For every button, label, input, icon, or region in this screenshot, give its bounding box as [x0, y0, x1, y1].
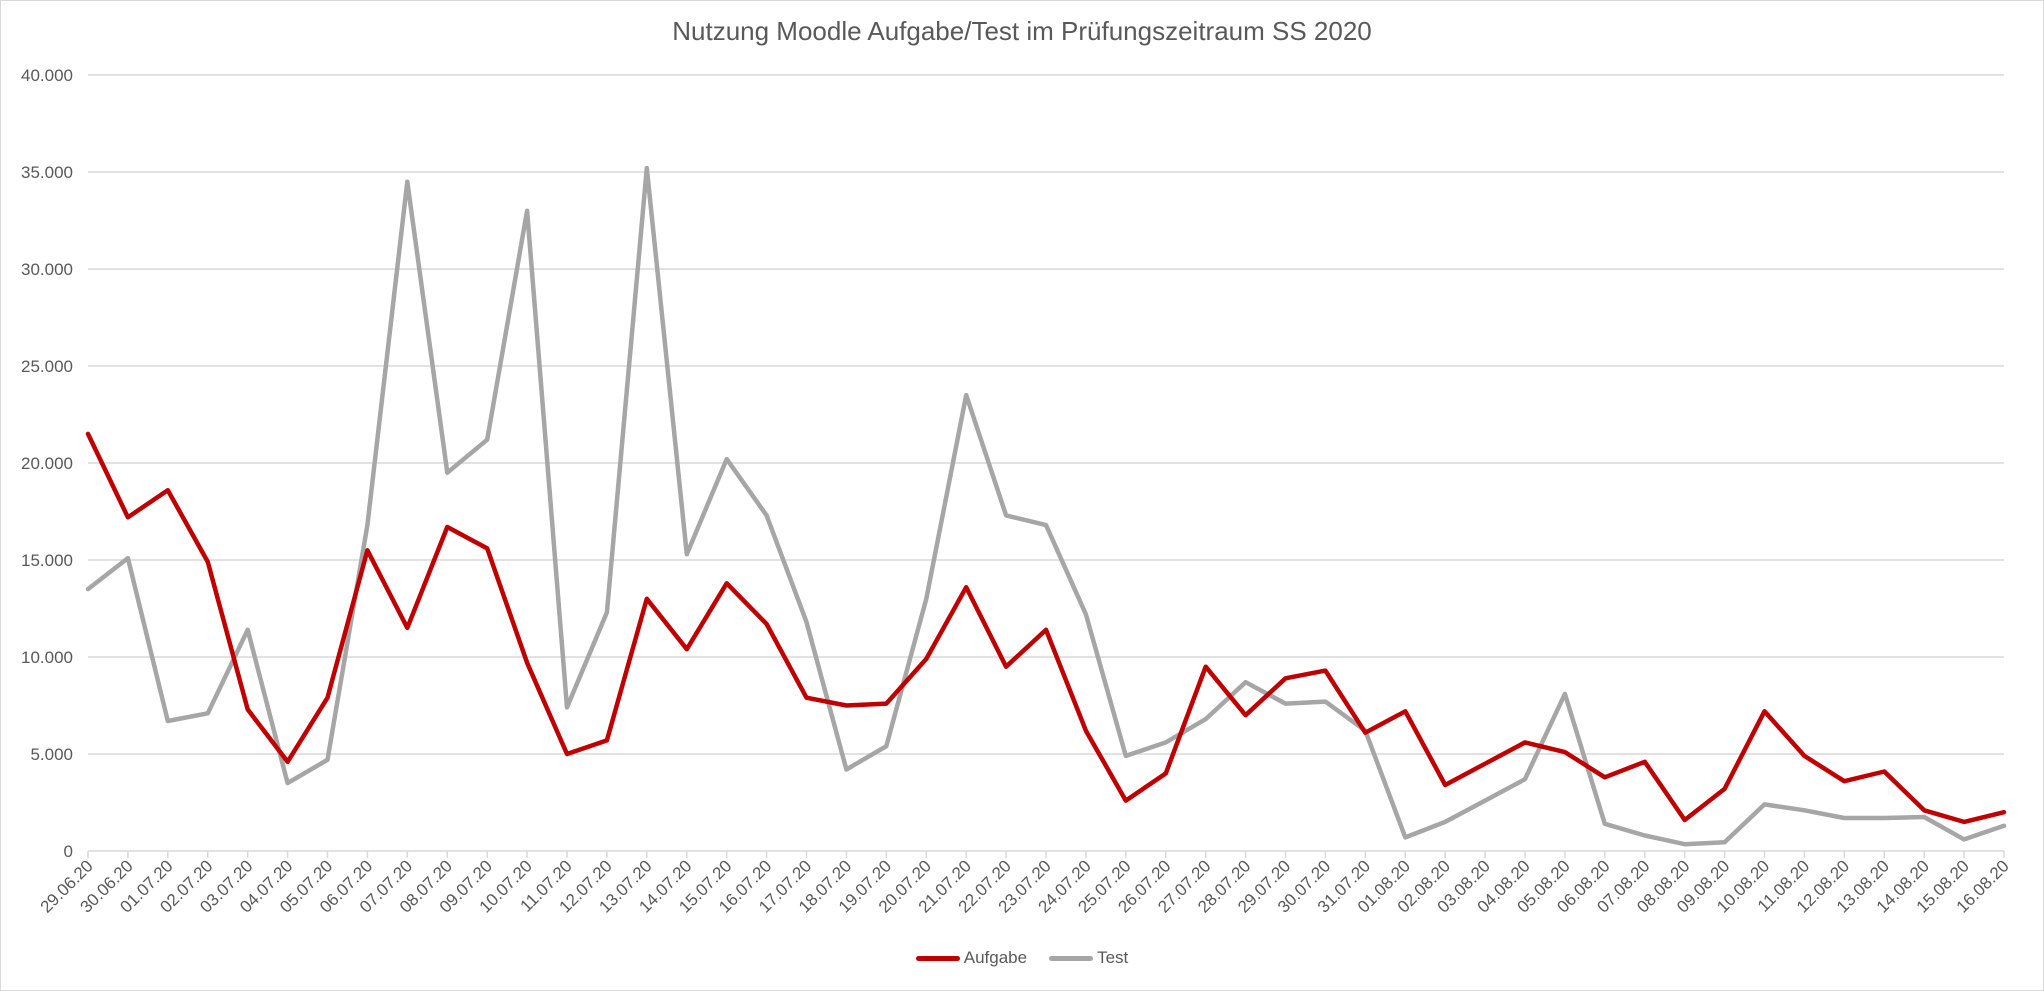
y-tick-label: 25.000: [21, 357, 73, 376]
x-axis: 29.06.2030.06.2001.07.2002.07.2003.07.20…: [37, 851, 2013, 917]
series-line-test: [85, 165, 2007, 847]
y-tick-label: 5.000: [30, 745, 73, 764]
y-axis: 0 5.000 10.000 15.000 20.000 25.000 30.000 35.0…: [21, 66, 73, 861]
chart-title: Nutzung Moodle Aufgabe/Test im Prüfungsz…: [672, 16, 1372, 46]
series-line-aufgabe: [85, 431, 2007, 825]
y-tick-label: 0: [64, 842, 73, 861]
series-lines: [85, 165, 2007, 847]
legend-item-test: Test: [1049, 948, 1128, 968]
gridlines: [88, 74, 2004, 852]
legend-item-aufgabe: Aufgabe: [915, 948, 1028, 968]
legend-label: Test: [1097, 948, 1129, 967]
legend-swatch-aufgabe-icon: [915, 955, 960, 961]
y-tick-label: 30.000: [21, 260, 73, 279]
y-tick-label: 35.000: [21, 163, 73, 182]
y-tick-label: 15.000: [21, 551, 73, 570]
y-tick-label: 20.000: [21, 454, 73, 473]
y-tick-label: 40.000: [21, 66, 73, 85]
legend-label: Aufgabe: [963, 948, 1028, 967]
y-tick-label: 10.000: [21, 648, 73, 667]
legend-swatch-test-icon: [1049, 955, 1094, 961]
legend: Aufgabe Test: [0, 948, 2044, 968]
